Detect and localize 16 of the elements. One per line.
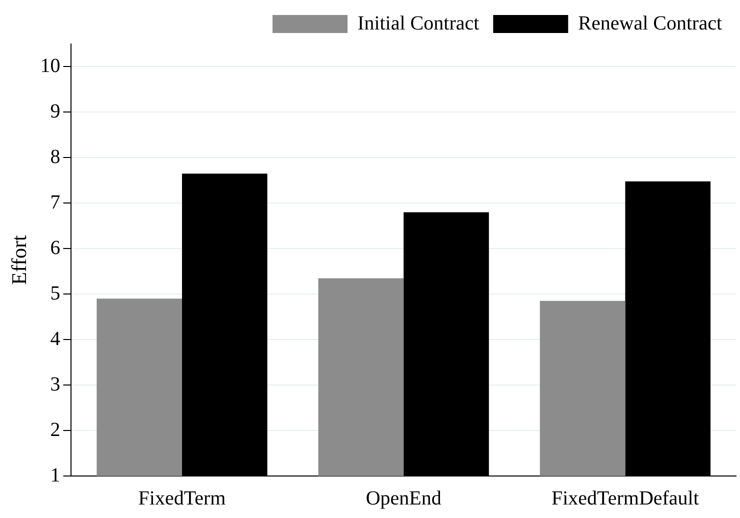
x-tick-label: FixedTerm	[138, 487, 226, 510]
y-tick-label: 1	[50, 464, 60, 486]
y-tick-label: 9	[50, 100, 60, 122]
y-tick-label: 4	[50, 328, 60, 350]
y-tick-label: 8	[50, 146, 60, 168]
y-tick-label: 3	[50, 373, 60, 396]
x-tick-label: OpenEnd	[366, 487, 442, 510]
y-tick-label: 2	[50, 418, 60, 441]
legend-label: Initial Contract	[358, 12, 480, 34]
y-tick-label: 10	[40, 54, 60, 77]
y-tick-label: 5	[50, 282, 60, 304]
y-tick-label: 6	[50, 236, 60, 259]
x-tick-label: FixedTermDefault	[551, 487, 700, 510]
y-tick-label: 7	[50, 191, 60, 214]
y-axis-title: Effort	[7, 234, 32, 285]
legend-label: Renewal Contract	[578, 12, 722, 34]
